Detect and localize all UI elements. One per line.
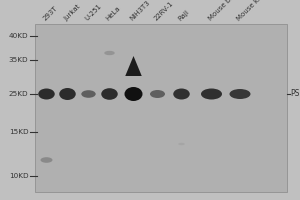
- Bar: [34, 24, 286, 192]
- Text: Mouse brain: Mouse brain: [207, 0, 242, 22]
- Ellipse shape: [59, 88, 76, 100]
- Ellipse shape: [230, 89, 250, 99]
- Ellipse shape: [40, 157, 52, 163]
- Text: U-251: U-251: [84, 3, 103, 22]
- Polygon shape: [125, 56, 142, 76]
- Text: HeLa: HeLa: [105, 5, 122, 22]
- Text: Raji: Raji: [177, 9, 190, 22]
- Ellipse shape: [178, 143, 185, 145]
- Text: NIH3T3: NIH3T3: [129, 0, 152, 22]
- Ellipse shape: [124, 87, 142, 101]
- Text: 35KD: 35KD: [9, 57, 28, 63]
- Ellipse shape: [173, 88, 190, 99]
- Ellipse shape: [38, 88, 55, 99]
- Text: PSMA2: PSMA2: [290, 90, 300, 98]
- Text: 15KD: 15KD: [9, 129, 28, 135]
- Ellipse shape: [104, 51, 115, 55]
- Text: 40KD: 40KD: [9, 33, 28, 39]
- Text: Mouse kidney: Mouse kidney: [236, 0, 274, 22]
- Text: Jurkat: Jurkat: [63, 3, 82, 22]
- Text: 22RV-1: 22RV-1: [153, 0, 175, 22]
- Text: 293T: 293T: [42, 5, 59, 22]
- Text: 10KD: 10KD: [9, 173, 28, 179]
- Ellipse shape: [150, 90, 165, 98]
- Ellipse shape: [201, 88, 222, 99]
- Ellipse shape: [81, 90, 96, 98]
- Text: 25KD: 25KD: [9, 91, 28, 97]
- Ellipse shape: [101, 88, 118, 100]
